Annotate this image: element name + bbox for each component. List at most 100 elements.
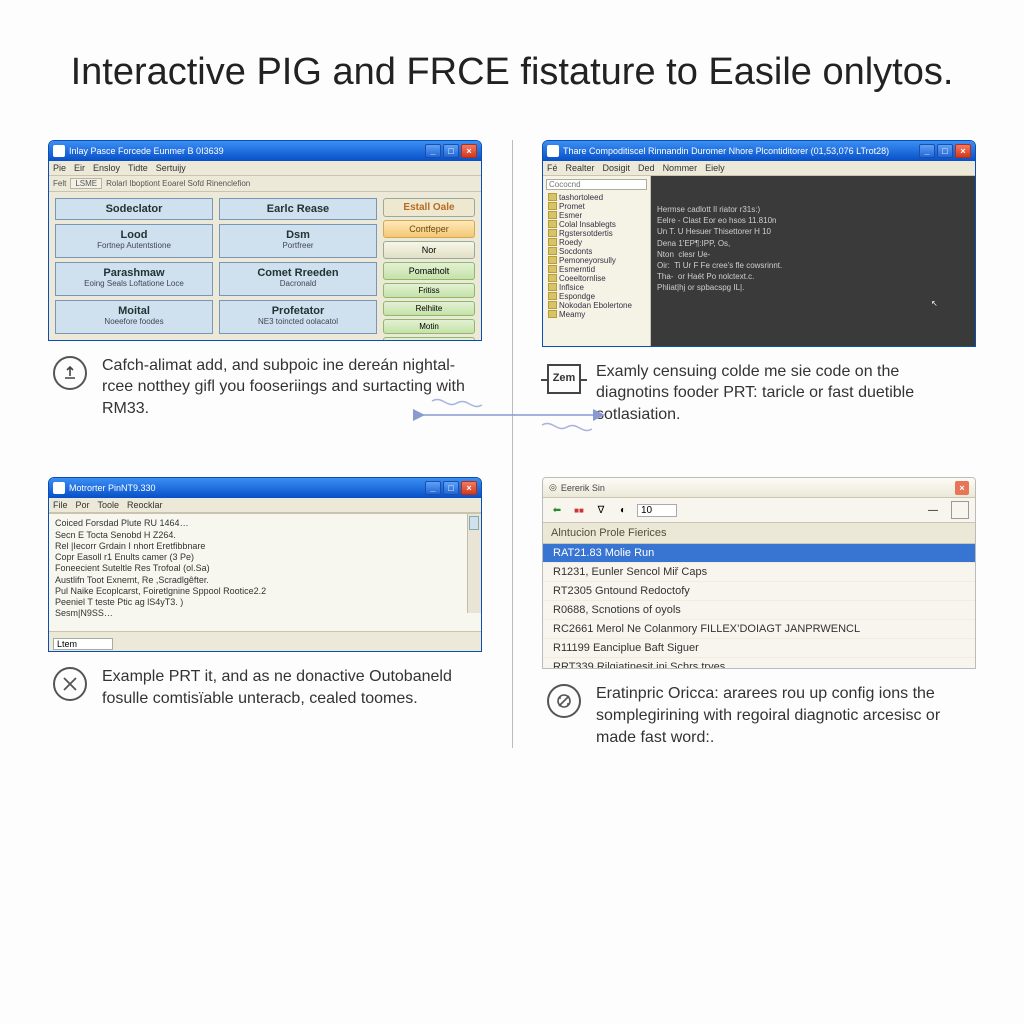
command-input[interactable] [53,638,113,650]
block-icon [546,683,582,719]
tree-node[interactable]: Inflsice [546,283,647,292]
list-row[interactable]: R0688, Scnotions of oyols [543,601,975,620]
panel-cell[interactable]: DsmPortfreer [219,224,377,258]
menu-item[interactable]: Sertuijy [156,163,186,173]
tree-node[interactable]: Socdonts [546,247,647,256]
menu-item[interactable]: Fé [547,163,558,173]
page-title: Interactive PIG and FRCE fistature to Ea… [48,50,976,96]
maximize-button[interactable]: □ [443,144,459,158]
tree-node[interactable]: Nokodan Ebolertone [546,301,647,310]
list-row[interactable]: RT2305 Gntound Redoctofy [543,582,975,601]
menu-item[interactable]: Ded [638,163,655,173]
menubar[interactable]: Fé Realter Dosigit Ded Nommer Eiely [543,161,975,176]
action-button[interactable] [951,501,969,519]
toolbar-button[interactable]: LSME [70,178,102,189]
log-window: Motrorter PinNT9.330 _ □ × File Por Toole R… [48,477,482,652]
cursor-icon: ↖ [931,298,941,312]
tree-node[interactable]: Meamy [546,310,647,319]
menubar[interactable]: Pie Eir Ensloy Tidte Sertuijy [49,161,481,176]
panel-cell[interactable]: ProfetatorNE3 toincted oolacatol [219,300,377,334]
list-row[interactable]: RAT21.83 Molie Run [543,544,975,563]
maximize-button[interactable]: □ [937,144,953,158]
menu-item[interactable]: Reocklar [127,500,163,510]
side-header: Estall Oale [383,198,475,217]
tree-node[interactable]: Coeeltornlise [546,274,647,283]
side-button[interactable]: Nor [383,241,475,259]
tree-node[interactable]: Pemoneyorsully [546,256,647,265]
menu-item[interactable]: Realter [566,163,595,173]
panel-cell[interactable]: ParashmawEoing Seals Loftatione Loce [55,262,213,296]
minimize-button[interactable]: _ [919,144,935,158]
tree-node[interactable]: Esmerntid [546,265,647,274]
menu-item[interactable]: Ensloy [93,163,120,173]
log-text[interactable]: Coiced Forsdad Plute RU 1464…Secn E Toct… [49,513,481,631]
app-icon [547,145,559,157]
chip-icon: Zem [546,361,582,397]
terminal-output[interactable]: Hermse cadlott Il riator r31s:)Eelre - C… [651,176,975,346]
list-row[interactable]: RRT339 Rilgiatinesit ini Schrs tryes. [543,658,975,668]
menubar[interactable]: File Por Toole Reocklar [49,498,481,513]
results-list[interactable]: RAT21.83 Molie RunR1231, Eunler Sencol M… [543,544,975,668]
app-icon: ◎ [549,482,557,493]
menu-item[interactable]: Pie [53,163,66,173]
close-button[interactable]: × [461,481,477,495]
side-button[interactable]: Contfeper [383,220,475,238]
search-input[interactable] [546,179,647,190]
caption: Examly censuing colde me sie code on the… [596,361,972,426]
menu-item[interactable]: File [53,500,68,510]
window-title: Thare Compoditiscel Rinnandin Duromer Nh… [563,146,915,156]
side-button[interactable]: Relhiite [383,301,475,316]
menu-item[interactable]: Por [76,500,90,510]
tree-node[interactable]: Esmer [546,211,647,220]
zoom-input[interactable] [637,504,677,517]
scroll-thumb[interactable] [469,516,479,530]
menu-item[interactable]: Nommer [663,163,698,173]
side-button[interactable]: Motin [383,319,475,334]
upload-icon [52,355,88,391]
titlebar[interactable]: ◎ Eererik Sin × [543,478,975,498]
tree-pane[interactable]: tashortoleedPrometEsmerColal InsablegtsR… [543,176,651,346]
side-button[interactable]: Pomatholt [383,262,475,280]
menu-item[interactable]: Eiely [705,163,725,173]
menu-item[interactable]: Tidte [128,163,148,173]
menu-item[interactable]: Dosigit [603,163,631,173]
nav-icon[interactable]: ⬅ [549,502,565,518]
tree-node[interactable]: Roedy [546,238,647,247]
window-title: Motrorter PinNT9.330 [69,483,421,493]
globe-icon[interactable]: ◐ [615,502,631,518]
side-button[interactable]: Fritiss [383,283,475,298]
maximize-button[interactable]: □ [443,481,459,495]
titlebar[interactable]: Inlay Pasce Forcede Eunmer B 0I3639 _ □ … [49,141,481,161]
minimize-button[interactable]: _ [425,144,441,158]
toolbar[interactable]: ⬅ ■■ ∇ ◐ — [543,498,975,523]
titlebar[interactable]: Thare Compoditiscel Rinnandin Duromer Nh… [543,141,975,161]
tree-node[interactable]: tashortoleed [546,193,647,202]
minimize-button[interactable]: _ [425,481,441,495]
scrollbar[interactable] [467,514,481,613]
list-row[interactable]: R1231, Eunler Sencol Miř Caps [543,563,975,582]
menu-item[interactable]: Eir [74,163,85,173]
tree-node[interactable]: Colal Insablegts [546,220,647,229]
side-button[interactable]: Lons [383,337,475,341]
list-row[interactable]: RC2661 Merol Ne Colanmory FILLEX’DOIAGT … [543,620,975,639]
tree-node[interactable]: Rgstersotdertis [546,229,647,238]
panel-header: Sodeclator [55,198,213,220]
panel-cell[interactable]: Comet RreedenDacronald [219,262,377,296]
config-window: Inlay Pasce Forcede Eunmer B 0I3639 _ □ … [48,140,482,341]
list-row[interactable]: R11199 Eanciplue Baft Siguer [543,639,975,658]
menu-item[interactable]: Toole [98,500,120,510]
close-button[interactable]: × [461,144,477,158]
close-button[interactable]: × [955,144,971,158]
tree-node[interactable]: Espondge [546,292,647,301]
tree-node[interactable]: Promet [546,202,647,211]
brand-icon: ■■ [571,502,587,518]
panel-cell[interactable]: LoodFortnep Autentstione [55,224,213,258]
close-button[interactable]: × [955,481,969,495]
filter-icon[interactable]: ∇ [593,502,609,518]
titlebar[interactable]: Motrorter PinNT9.330 _ □ × [49,478,481,498]
tools-icon [52,666,88,702]
dash-icon[interactable]: — [925,502,941,518]
panel-cell[interactable]: MoitalNoeefore foodes [55,300,213,334]
app-icon [53,145,65,157]
toolbar[interactable]: Felt LSME Rolarl Iboptiont Eoarel Sofd R… [49,176,481,192]
